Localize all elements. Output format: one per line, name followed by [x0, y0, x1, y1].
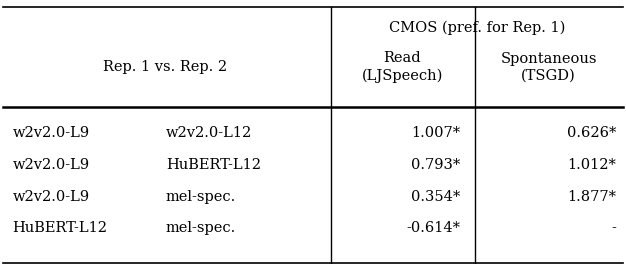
Text: -0.614*: -0.614* — [406, 221, 460, 235]
Text: -: - — [612, 221, 617, 235]
Text: 0.354*: 0.354* — [411, 190, 460, 204]
Text: CMOS (pref. for Rep. 1): CMOS (pref. for Rep. 1) — [389, 21, 565, 35]
Text: 1.012*: 1.012* — [568, 158, 617, 172]
Text: 1.007*: 1.007* — [411, 126, 460, 140]
Text: mel-spec.: mel-spec. — [166, 221, 236, 235]
Text: HuBERT-L12: HuBERT-L12 — [166, 158, 261, 172]
Text: Read
(LJSpeech): Read (LJSpeech) — [362, 51, 443, 83]
Text: w2v2.0-L9: w2v2.0-L9 — [13, 158, 90, 172]
Text: w2v2.0-L9: w2v2.0-L9 — [13, 190, 90, 204]
Text: w2v2.0-L12: w2v2.0-L12 — [166, 126, 252, 140]
Text: w2v2.0-L9: w2v2.0-L9 — [13, 126, 90, 140]
Text: mel-spec.: mel-spec. — [166, 190, 236, 204]
Text: HuBERT-L12: HuBERT-L12 — [13, 221, 108, 235]
Text: 0.793*: 0.793* — [411, 158, 460, 172]
Text: 0.626*: 0.626* — [567, 126, 617, 140]
Text: Rep. 1 vs. Rep. 2: Rep. 1 vs. Rep. 2 — [103, 60, 227, 74]
Text: 1.877*: 1.877* — [568, 190, 617, 204]
Text: Spontaneous
(TSGD): Spontaneous (TSGD) — [500, 52, 597, 83]
